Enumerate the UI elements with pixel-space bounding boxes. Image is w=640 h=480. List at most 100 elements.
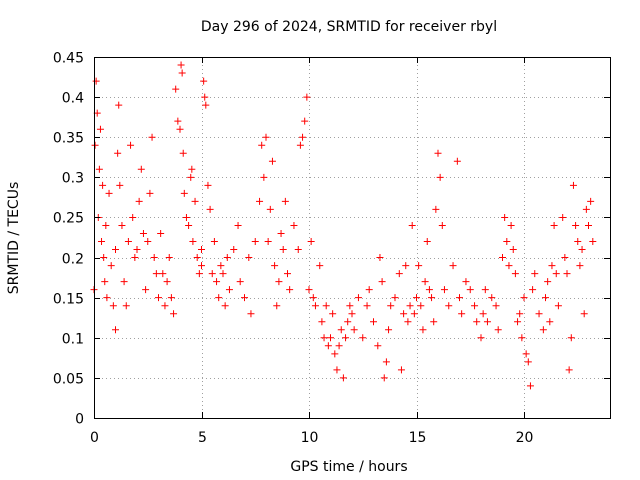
data-point xyxy=(473,318,481,326)
data-point xyxy=(279,246,287,254)
data-point xyxy=(95,165,103,173)
data-point xyxy=(236,278,244,286)
data-point xyxy=(129,213,137,221)
data-point xyxy=(177,61,185,69)
data-point xyxy=(428,294,436,302)
data-point xyxy=(402,262,410,270)
x-tick-label: 10 xyxy=(301,430,319,446)
data-point xyxy=(337,326,345,334)
data-point xyxy=(413,294,420,302)
data-point xyxy=(456,294,463,302)
data-point xyxy=(204,181,212,189)
y-tick-label: 0.3 xyxy=(62,171,84,187)
data-point xyxy=(589,238,597,246)
data-point xyxy=(223,254,231,262)
data-point xyxy=(103,294,111,302)
data-point xyxy=(225,286,233,294)
data-point xyxy=(438,221,446,229)
data-point xyxy=(567,334,575,342)
grid xyxy=(94,57,610,418)
data-point xyxy=(217,262,225,270)
y-tick-label: 0.45 xyxy=(53,51,84,67)
data-point xyxy=(146,189,154,197)
data-point xyxy=(148,133,156,141)
data-point xyxy=(102,221,110,229)
y-tick-label: 0.4 xyxy=(62,91,84,107)
data-point xyxy=(286,286,294,294)
data-point xyxy=(107,262,115,270)
data-point xyxy=(494,326,502,334)
data-point xyxy=(165,254,173,262)
data-point xyxy=(189,238,197,246)
data-point xyxy=(529,286,537,294)
data-point xyxy=(262,133,270,141)
data-point xyxy=(380,374,388,382)
data-point xyxy=(174,117,182,125)
data-point xyxy=(320,334,328,342)
data-point xyxy=(329,310,337,318)
data-point xyxy=(359,334,367,342)
x-tick-label: 5 xyxy=(198,430,207,446)
data-point xyxy=(492,302,500,310)
data-point xyxy=(185,221,193,229)
data-point xyxy=(155,294,162,302)
data-point xyxy=(569,181,577,189)
data-point xyxy=(483,318,491,326)
data-point xyxy=(101,278,109,286)
data-point xyxy=(385,326,393,334)
data-point xyxy=(200,77,208,85)
data-point xyxy=(327,334,334,342)
data-point xyxy=(144,238,152,246)
data-point xyxy=(432,205,440,213)
data-point xyxy=(213,278,221,286)
data-point xyxy=(172,85,180,93)
data-point xyxy=(230,246,238,254)
data-point xyxy=(509,246,517,254)
data-point xyxy=(539,326,547,334)
data-point xyxy=(370,318,377,326)
data-point xyxy=(251,238,259,246)
data-point xyxy=(445,302,453,310)
data-point xyxy=(178,69,186,77)
data-point xyxy=(458,310,466,318)
data-point xyxy=(378,278,386,286)
data-point xyxy=(281,197,289,205)
data-point xyxy=(294,246,302,254)
data-point xyxy=(105,189,113,197)
data-point xyxy=(415,262,423,270)
data-point xyxy=(481,286,489,294)
data-point xyxy=(193,254,201,262)
data-point xyxy=(150,254,158,262)
data-point xyxy=(423,238,431,246)
data-point xyxy=(179,149,187,157)
data-point xyxy=(578,246,586,254)
data-point xyxy=(436,173,444,181)
data-point xyxy=(161,302,169,310)
data-point xyxy=(290,221,298,229)
data-point xyxy=(247,310,255,318)
data-point xyxy=(342,334,350,342)
data-point xyxy=(561,254,569,262)
data-point xyxy=(198,262,205,270)
data-point xyxy=(572,221,580,229)
data-point xyxy=(544,278,552,286)
data-point xyxy=(275,278,283,286)
data-point xyxy=(115,101,123,109)
data-point xyxy=(507,221,515,229)
data-point xyxy=(284,270,291,278)
data-point xyxy=(271,262,279,270)
data-point xyxy=(406,302,414,310)
data-point xyxy=(163,278,171,286)
data-point xyxy=(400,310,408,318)
data-point xyxy=(453,157,461,165)
data-point xyxy=(260,173,268,181)
data-point xyxy=(350,326,358,334)
data-point xyxy=(311,302,319,310)
data-point xyxy=(344,318,352,326)
data-point xyxy=(339,374,347,382)
data-point xyxy=(201,93,209,101)
data-point xyxy=(333,366,341,374)
data-point xyxy=(131,254,139,262)
data-point xyxy=(124,238,132,246)
